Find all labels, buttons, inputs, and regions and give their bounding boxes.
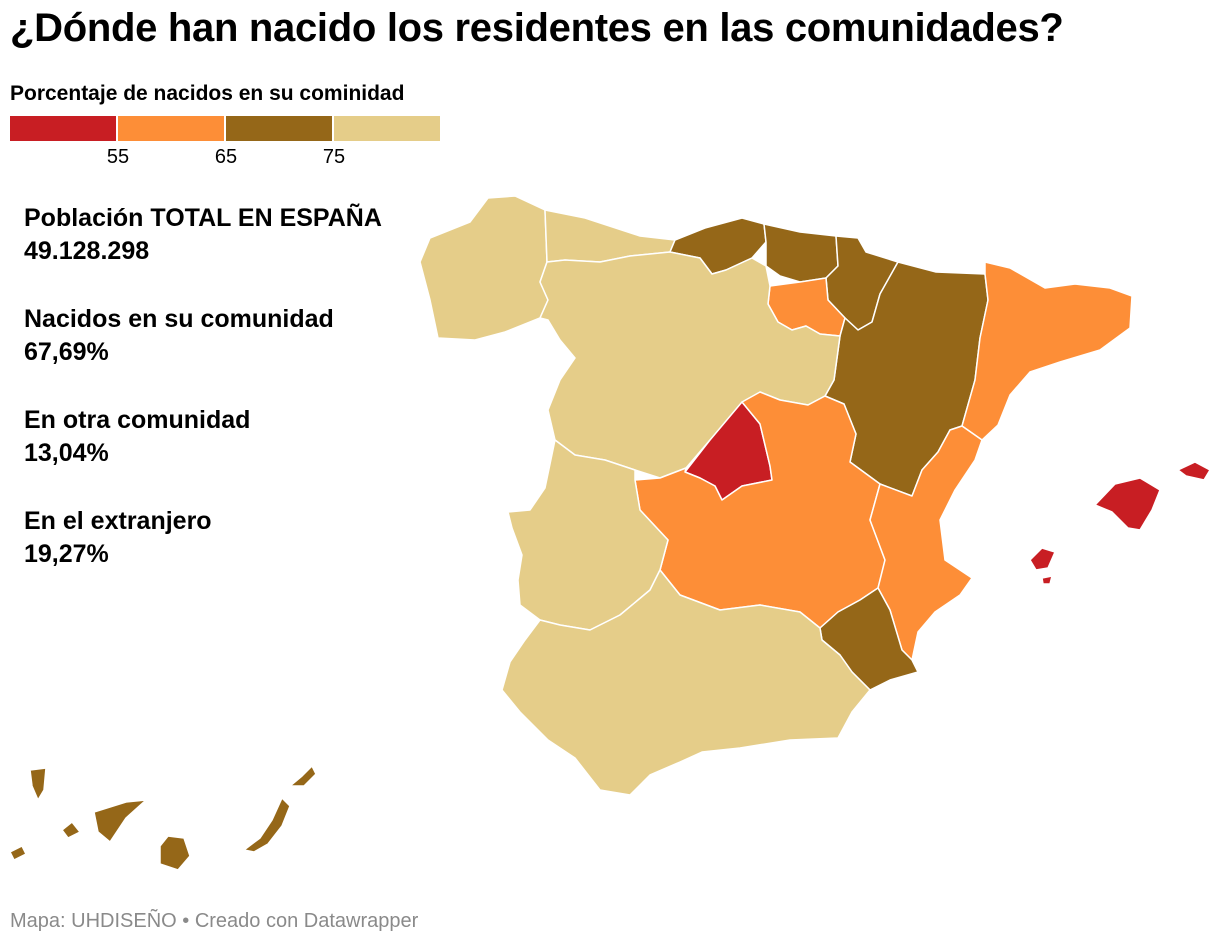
legend-tick-65: 65 xyxy=(214,146,238,168)
stat-value: 49.128.298 xyxy=(24,237,150,265)
region-valenciana[interactable]: Comunidad Valenciana xyxy=(869,425,983,661)
legend-swatch-2 xyxy=(118,116,224,141)
legend-swatch-1 xyxy=(10,116,116,141)
stat-value: 13,04% xyxy=(24,439,109,467)
stat-label: En el extranjero xyxy=(24,507,212,535)
stat-label: Nacidos en su comunidad xyxy=(24,305,334,333)
region-baleares[interactable]: Baleares xyxy=(1029,461,1211,585)
stat-total-population: Población TOTAL EN ESPAÑA 49.128.298 xyxy=(24,202,382,268)
stat-abroad: En el extranjero 19,27% xyxy=(24,505,382,571)
chart-title: ¿Dónde han nacido los residentes en las … xyxy=(10,6,1064,50)
map-credit: Mapa: UHDISEÑO • Creado con Datawrapper xyxy=(10,910,419,932)
legend-color-scale xyxy=(10,116,442,141)
legend-tick-55: 55 xyxy=(106,146,130,168)
region-canarias[interactable]: Canarias xyxy=(9,765,317,871)
stat-label: Población TOTAL EN ESPAÑA xyxy=(24,204,382,232)
region-galicia[interactable]: Galicia xyxy=(419,195,549,341)
legend-swatch-3 xyxy=(226,116,332,141)
region-cataluna[interactable]: Cataluña xyxy=(961,261,1133,441)
legend-title: Porcentaje de nacidos en su cominidad xyxy=(10,82,405,105)
stat-label: En otra comunidad xyxy=(24,406,251,434)
stat-value: 19,27% xyxy=(24,540,109,568)
stat-born-in-community: Nacidos en su comunidad 67,69% xyxy=(24,303,382,369)
region-andalucia[interactable]: Andalucía xyxy=(501,569,871,796)
stat-other-community: En otra comunidad 13,04% xyxy=(24,404,382,470)
legend-swatch-4 xyxy=(334,116,440,141)
stat-value: 67,69% xyxy=(24,338,109,366)
stats-panel: Población TOTAL EN ESPAÑA 49.128.298 Nac… xyxy=(24,202,382,606)
region-pais-vasco[interactable]: País Vasco xyxy=(763,223,839,283)
legend-tick-75: 75 xyxy=(322,146,346,168)
